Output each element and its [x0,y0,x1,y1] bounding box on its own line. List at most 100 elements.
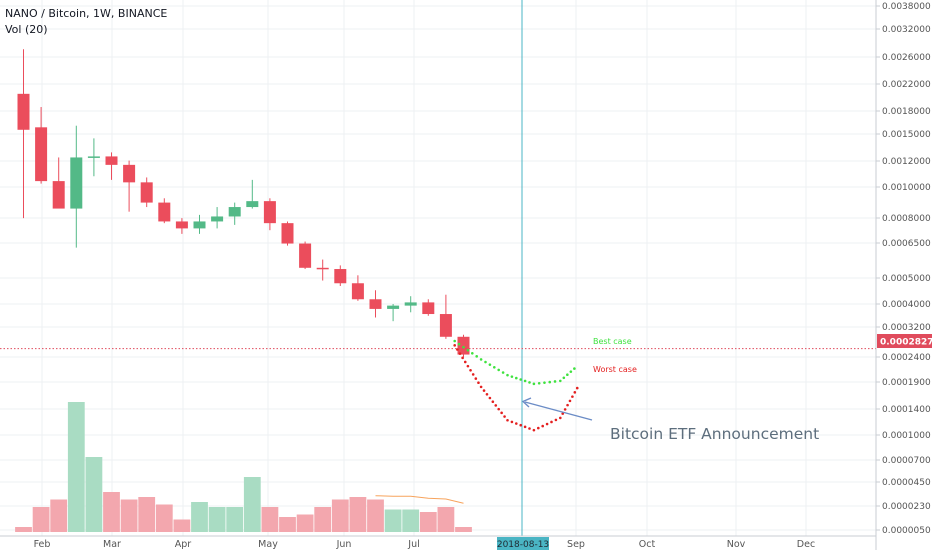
y-tick-label: 0.0003200 [882,323,931,333]
worst-case-dot [463,360,467,364]
candle-body [17,93,30,130]
y-tick-label: 0.0001400 [882,405,931,415]
y-tick-label: 0.0032000 [882,25,931,35]
best-case-dot [566,373,569,377]
candle-body [140,182,153,203]
best-case-dot [543,381,546,384]
candle-body [439,314,452,337]
worst-case-dot [550,420,553,424]
worst-case-dot [537,426,540,430]
y-tick-label: 0.0018000 [882,107,931,117]
best-case-dot [484,360,487,364]
worst-case-dot [573,391,577,394]
best-case-dot [537,381,541,385]
best-case-dot [466,348,470,352]
best-case-dot [559,379,562,383]
worst-case-dot [571,395,574,398]
y-tick-label: 0.0002400 [882,353,931,363]
y-tick-label: 0.0000700 [882,456,931,466]
volume-bars [15,402,472,532]
price-axis[interactable]: 0.0038000 0.0032000 0.0026000 0.0022000 0.00… [875,0,931,550]
worst-case-dot [506,418,509,422]
worst-case-dot [469,368,472,372]
candle-body [387,305,400,309]
worst-case-dot [532,428,536,432]
date-marker-tag: 2018-08-13 [497,537,549,550]
candle-body [175,221,188,229]
y-tick-label: 0.0015000 [882,130,931,140]
best-case-dot [453,339,457,343]
best-case-dot [462,345,465,349]
candle-body [281,223,294,244]
annotation-text: Bitcoin ETF Announcement [610,425,819,443]
candle-body [228,207,241,217]
x-tick-label: May [258,539,278,550]
volume-bar [402,509,420,532]
worst-case-dot [458,352,462,355]
worst-case-dot [503,415,506,418]
worst-case-dot [497,407,501,411]
x-tick-label: Nov [727,539,746,550]
best-case-dot [562,376,566,380]
best-case-dot [506,373,509,377]
candle-body [35,127,48,182]
best-case-dot [501,371,505,374]
worst-case-dot [528,427,531,430]
volume-bar [226,507,244,532]
best-case-dot [510,375,514,378]
worst-case-dot [510,420,514,424]
worst-case-dot [485,392,489,396]
volume-bar [437,507,455,532]
best-case-dot [519,378,522,381]
volume-label: Vol (20) [5,23,48,36]
y-tick-label: 0.0008000 [882,214,931,224]
volume-bar [191,502,208,532]
volume-bar [261,507,279,532]
worst-case-dot [453,344,457,347]
candle-body [316,267,329,270]
candle-body [351,283,364,300]
y-tick-label: 0.0022000 [882,80,931,90]
worst-case-dot [541,424,544,428]
y-tick-label: 0.0012000 [882,157,931,167]
worst-case-dot [554,418,558,422]
worst-case-label: Worst case [593,365,637,374]
projections [453,339,579,432]
y-tick-label: 0.0000450 [882,478,931,488]
candle-body [457,336,470,355]
x-tick-label: Oct [639,539,656,550]
worst-case-dot [568,399,572,403]
x-tick-label: Sep [567,539,585,550]
volume-bar [296,514,314,532]
worst-case-dot [479,385,483,389]
x-tick-label: Dec [797,539,815,550]
candle-body [299,243,312,268]
worst-case-dot [523,425,527,429]
candle-body [158,202,171,222]
best-case-dot [532,382,536,386]
volume-bar [138,497,156,532]
candle-body [211,216,224,222]
y-tick-label: 0.0001000 [882,431,931,441]
volume-ma-line [375,495,464,504]
annotation-arrow-head [521,397,532,408]
candle-body [422,302,435,315]
best-case-dot [475,355,479,358]
best-case-dot [548,380,552,384]
worst-case-dot [477,381,480,385]
best-case-dot [523,379,527,383]
volume-bar [15,527,32,532]
volume-bar [279,517,296,532]
volume-bar [349,497,367,532]
candle-body [193,221,206,229]
volume-bar [120,499,138,532]
volume-bar [419,512,437,532]
volume-bar [455,527,472,532]
worst-case-dot [491,400,495,404]
time-axis[interactable]: Feb Mar Apr May Jun Jul Sep Oct Nov Dec [0,535,876,550]
worst-case-dot [563,408,567,411]
best-case-label: Best case [593,337,632,346]
x-tick-label: Feb [34,539,51,550]
